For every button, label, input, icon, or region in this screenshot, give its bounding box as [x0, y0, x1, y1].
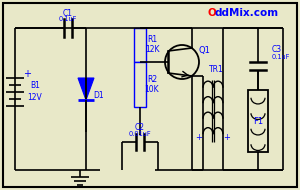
Text: 0.1uF: 0.1uF: [59, 16, 77, 22]
Bar: [248, 90, 268, 152]
Text: C2: C2: [135, 124, 145, 132]
Text: F1: F1: [253, 116, 263, 126]
Bar: [134, 62, 146, 107]
Text: 0.01uF: 0.01uF: [129, 131, 151, 137]
Text: 10K: 10K: [145, 85, 159, 94]
Text: +: +: [224, 134, 230, 142]
Text: R1: R1: [147, 36, 157, 44]
Text: C3: C3: [272, 45, 282, 55]
Bar: [134, 28, 146, 62]
Text: Q1: Q1: [198, 45, 210, 55]
Text: C1: C1: [63, 9, 73, 17]
Text: R2: R2: [147, 75, 157, 84]
Text: D1: D1: [94, 92, 104, 101]
Text: TR1: TR1: [208, 66, 224, 74]
Text: 0.1uF: 0.1uF: [272, 54, 290, 60]
Text: +: +: [196, 134, 202, 142]
Text: ddMix.com: ddMix.com: [214, 8, 279, 18]
Text: +: +: [23, 69, 31, 79]
Text: O: O: [207, 8, 216, 18]
Polygon shape: [78, 78, 94, 100]
Text: B1: B1: [30, 82, 40, 90]
Text: 12V: 12V: [28, 93, 42, 101]
Text: 12K: 12K: [145, 45, 159, 55]
